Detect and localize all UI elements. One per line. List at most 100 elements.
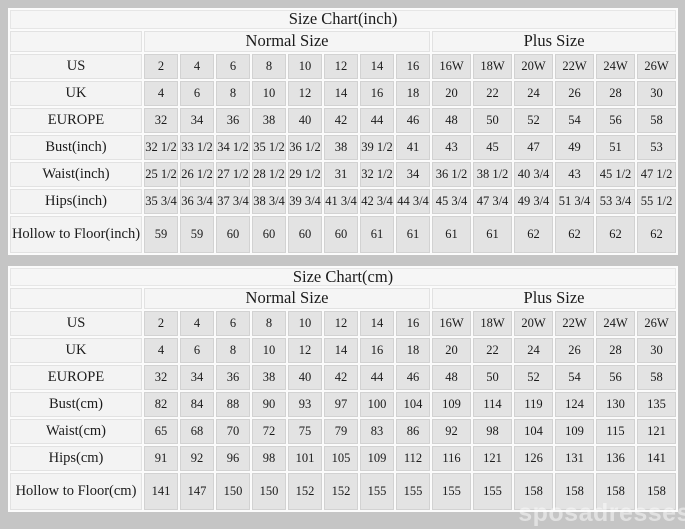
size-cell: 49 3/4 bbox=[514, 188, 553, 214]
size-cell: 158 bbox=[596, 473, 635, 510]
size-cell: 22W bbox=[555, 311, 594, 336]
size-cell: 39 3/4 bbox=[288, 188, 322, 214]
size-cell: 36 1/2 bbox=[432, 161, 471, 187]
size-cell: 26W bbox=[637, 311, 677, 336]
size-cell: 38 bbox=[324, 134, 358, 160]
size-chart-cm-table: Size Chart(cm) Normal Size Plus Size US 2… bbox=[8, 265, 679, 512]
size-cell: 34 bbox=[180, 107, 214, 133]
size-cell: 41 3/4 bbox=[324, 188, 358, 214]
row-label: EUROPE bbox=[10, 107, 142, 133]
size-cell: 70 bbox=[216, 419, 250, 444]
size-cell: 10 bbox=[288, 53, 322, 79]
size-cell: 45 bbox=[473, 134, 512, 160]
size-cell: 4 bbox=[144, 338, 178, 363]
size-cell: 32 1/2 bbox=[360, 161, 394, 187]
size-cell: 10 bbox=[252, 80, 286, 106]
size-cell: 130 bbox=[596, 392, 635, 417]
size-cell: 152 bbox=[324, 473, 358, 510]
size-cell: 18W bbox=[473, 311, 512, 336]
size-cell: 36 1/2 bbox=[288, 134, 322, 160]
size-cell: 4 bbox=[180, 53, 214, 79]
size-cell: 35 3/4 bbox=[144, 188, 178, 214]
size-cell: 26 bbox=[555, 338, 594, 363]
size-cell: 2 bbox=[144, 311, 178, 336]
size-cell: 39 1/2 bbox=[360, 134, 394, 160]
size-cell: 44 bbox=[360, 365, 394, 390]
size-cell: 18 bbox=[396, 80, 430, 106]
size-cell: 46 bbox=[396, 365, 430, 390]
size-cell: 50 bbox=[473, 107, 512, 133]
size-cell: 36 bbox=[216, 107, 250, 133]
size-cell: 26 bbox=[555, 80, 594, 106]
size-cell: 52 bbox=[514, 365, 553, 390]
size-cell: 46 bbox=[396, 107, 430, 133]
size-cell: 62 bbox=[596, 215, 635, 253]
size-cell: 16 bbox=[396, 53, 430, 79]
normal-size-header: Normal Size bbox=[144, 30, 430, 52]
plus-size-header: Plus Size bbox=[432, 30, 677, 52]
size-cell: 60 bbox=[216, 215, 250, 253]
row-label: US bbox=[10, 311, 142, 336]
size-cell: 92 bbox=[180, 446, 214, 471]
size-cell: 44 3/4 bbox=[396, 188, 430, 214]
size-cell: 45 3/4 bbox=[432, 188, 471, 214]
page: Size Chart(inch) Normal Size Plus Size U… bbox=[8, 8, 679, 512]
size-cell: 36 3/4 bbox=[180, 188, 214, 214]
size-cell: 20 bbox=[432, 338, 471, 363]
size-cell: 22 bbox=[473, 338, 512, 363]
size-cell: 100 bbox=[360, 392, 394, 417]
size-cell: 47 1/2 bbox=[637, 161, 677, 187]
size-cell: 24 bbox=[514, 80, 553, 106]
size-cell: 38 3/4 bbox=[252, 188, 286, 214]
size-cell: 124 bbox=[555, 392, 594, 417]
size-cell: 30 bbox=[637, 80, 677, 106]
size-cell: 14 bbox=[360, 53, 394, 79]
size-cell: 28 bbox=[596, 80, 635, 106]
size-cell: 4 bbox=[180, 311, 214, 336]
size-cell: 59 bbox=[180, 215, 214, 253]
size-cell: 96 bbox=[216, 446, 250, 471]
size-cell: 14 bbox=[324, 338, 358, 363]
size-cell: 30 bbox=[637, 338, 677, 363]
size-cell: 40 bbox=[288, 365, 322, 390]
size-cell: 97 bbox=[324, 392, 358, 417]
size-cell: 26W bbox=[637, 53, 677, 79]
size-cell: 60 bbox=[252, 215, 286, 253]
size-cell: 121 bbox=[637, 419, 677, 444]
size-cell: 61 bbox=[396, 215, 430, 253]
size-cell: 155 bbox=[473, 473, 512, 510]
size-cell: 75 bbox=[288, 419, 322, 444]
size-cell: 141 bbox=[144, 473, 178, 510]
size-cell: 10 bbox=[288, 311, 322, 336]
size-cell: 136 bbox=[596, 446, 635, 471]
size-cell: 24 bbox=[514, 338, 553, 363]
size-cell: 35 1/2 bbox=[252, 134, 286, 160]
size-cell: 79 bbox=[324, 419, 358, 444]
size-cell: 104 bbox=[396, 392, 430, 417]
size-cell: 31 bbox=[324, 161, 358, 187]
size-cell: 40 bbox=[288, 107, 322, 133]
size-cell: 83 bbox=[360, 419, 394, 444]
size-cell: 27 1/2 bbox=[216, 161, 250, 187]
size-cell: 18W bbox=[473, 53, 512, 79]
size-cell: 16 bbox=[360, 80, 394, 106]
size-cell: 12 bbox=[324, 53, 358, 79]
size-cell: 33 1/2 bbox=[180, 134, 214, 160]
size-cell: 61 bbox=[432, 215, 471, 253]
size-cell: 62 bbox=[637, 215, 677, 253]
size-cell: 60 bbox=[324, 215, 358, 253]
corner-cell bbox=[10, 288, 142, 309]
size-cell: 158 bbox=[555, 473, 594, 510]
size-cell: 92 bbox=[432, 419, 471, 444]
size-cell: 12 bbox=[288, 80, 322, 106]
size-cell: 52 bbox=[514, 107, 553, 133]
size-cell: 8 bbox=[216, 80, 250, 106]
size-cell: 12 bbox=[288, 338, 322, 363]
size-cell: 8 bbox=[216, 338, 250, 363]
size-cell: 98 bbox=[473, 419, 512, 444]
size-cell: 155 bbox=[360, 473, 394, 510]
size-cell: 14 bbox=[360, 311, 394, 336]
size-cell: 116 bbox=[432, 446, 471, 471]
size-cell: 150 bbox=[216, 473, 250, 510]
size-cell: 109 bbox=[360, 446, 394, 471]
